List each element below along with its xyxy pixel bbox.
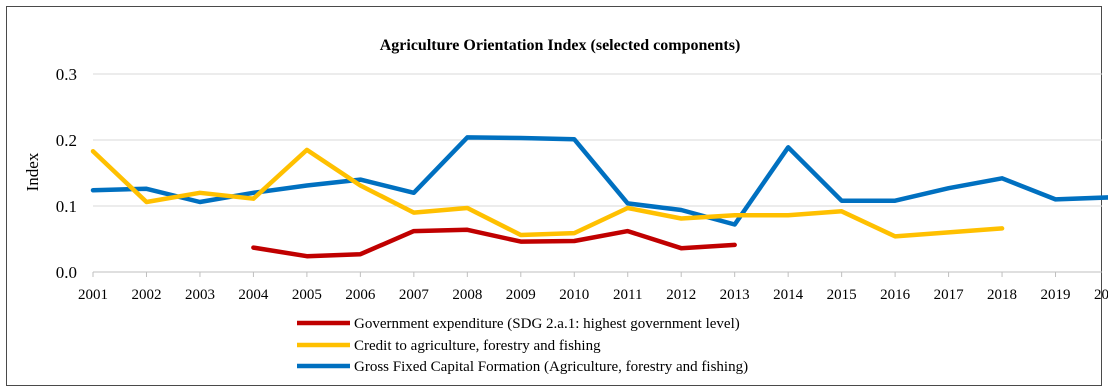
y-tick-label: 0.2 (56, 131, 77, 150)
x-tick-label: 2018 (987, 287, 1017, 303)
x-tick-label: 2012 (666, 287, 696, 303)
x-tick-label: 2008 (452, 287, 482, 303)
y-tick-label: 0.3 (56, 65, 77, 84)
x-tick-label: 2019 (1041, 287, 1071, 303)
x-axis-ticks: 2001 2002 2003 2004 2005 2006 2007 2008 2009 2010… (78, 272, 1108, 303)
series-lines (90, 135, 1108, 259)
x-tick-label: 2009 (506, 287, 536, 303)
y-axis-ticks: 0.0 0.1 0.2 0.3 (56, 65, 77, 282)
x-tick-label: 2017 (934, 287, 965, 303)
x-tick-label: 2013 (720, 287, 750, 303)
legend-label: Gross Fixed Capital Formation (Agricultu… (354, 359, 748, 375)
legend-label: Government expenditure (SDG 2.a.1: highe… (354, 316, 740, 332)
series-line (90, 147, 1005, 239)
x-tick-label: 2010 (559, 287, 589, 303)
x-tick-label: 2001 (78, 287, 108, 303)
x-tick-label: 2016 (880, 287, 911, 303)
x-tick-label: 2015 (827, 287, 857, 303)
series-line (251, 227, 737, 259)
x-tick-label: 2011 (613, 287, 642, 303)
x-tick-label: 2003 (185, 287, 215, 303)
x-tick-label: 2005 (292, 287, 322, 303)
x-tick-label: 2006 (345, 287, 376, 303)
x-tick-label: 2002 (131, 287, 161, 303)
y-tick-label: 0.0 (56, 263, 77, 282)
y-axis-label: Index (23, 152, 42, 191)
legend: Government expenditure (SDG 2.a.1: highe… (297, 316, 748, 375)
x-tick-label: 2004 (238, 287, 269, 303)
chart-title: Agriculture Orientation Index (selected … (380, 37, 741, 54)
gridlines (93, 73, 1102, 273)
x-tick-label: 2020 (1094, 287, 1108, 303)
series-line (90, 135, 1108, 227)
line-chart: Agriculture Orientation Index (selected … (23, 37, 1108, 375)
y-tick-label: 0.1 (56, 197, 77, 216)
x-tick-label: 2007 (399, 287, 430, 303)
x-tick-label: 2014 (773, 287, 804, 303)
legend-label: Credit to agriculture, forestry and fish… (354, 338, 601, 354)
